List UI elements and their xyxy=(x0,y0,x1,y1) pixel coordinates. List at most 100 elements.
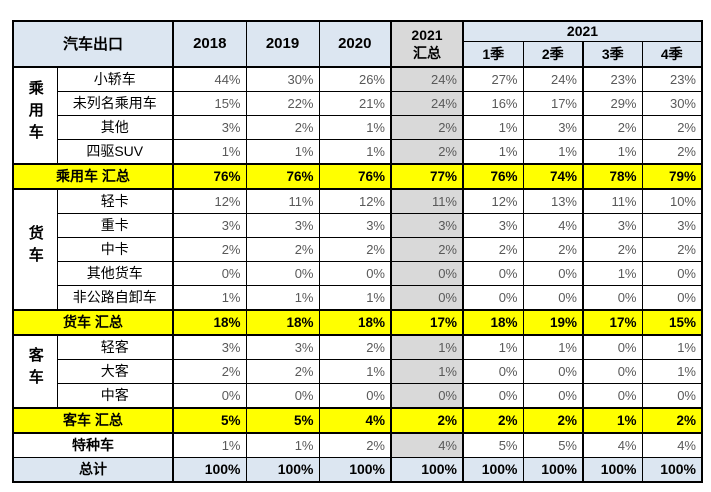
value-cell: 30% xyxy=(245,66,320,92)
value-cell: 2% xyxy=(245,114,320,140)
row-label: 其他 xyxy=(56,114,174,140)
value-cell: 3% xyxy=(390,212,464,238)
value-cell: 0% xyxy=(522,358,584,384)
value-cell: 0% xyxy=(172,260,247,286)
table-row: 其他货车 0% 0% 0% 0% 0% 0% 1% 0% xyxy=(13,260,703,286)
col-group-2021: 2021 xyxy=(462,20,703,42)
col-header-2021-total: 2021 汇总 xyxy=(390,20,464,68)
value-cell: 76% xyxy=(462,162,524,190)
value-cell: 0% xyxy=(522,382,584,408)
value-cell: 2% xyxy=(318,236,392,262)
value-cell: 1% xyxy=(172,284,247,310)
table-body: 乘用车 小轿车 44% 30% 26% 24% 27% 24% 23% 23% 未列名乘用车 15% 2… xyxy=(12,66,703,482)
value-cell: 1% xyxy=(318,284,392,310)
value-cell: 2% xyxy=(245,358,320,384)
row-label: 非公路自卸车 xyxy=(56,284,174,310)
table-row: 大客 2% 2% 1% 1% 0% 0% 0% 1% xyxy=(13,358,703,384)
value-cell: 2% xyxy=(582,114,643,140)
row-label: 重卡 xyxy=(56,212,174,238)
value-cell: 2% xyxy=(522,236,584,262)
table-row: 四驱SUV 1% 1% 1% 2% 1% 1% 1% 2% xyxy=(13,138,703,164)
value-cell: 18% xyxy=(318,308,392,336)
value-cell: 2% xyxy=(390,138,464,164)
value-cell: 1% xyxy=(318,114,392,140)
value-cell: 3% xyxy=(522,114,584,140)
value-cell: 1% xyxy=(641,358,703,384)
value-cell: 3% xyxy=(462,212,524,238)
value-cell: 4% xyxy=(390,432,464,458)
value-cell: 1% xyxy=(245,432,320,458)
header-row-quarters: 1季 2季 3季 4季 xyxy=(13,40,703,68)
value-cell: 1% xyxy=(522,334,584,360)
group-label: 乘用车 xyxy=(26,79,44,146)
value-cell: 3% xyxy=(245,334,320,360)
value-cell: 12% xyxy=(462,188,524,214)
value-cell: 100% xyxy=(641,456,703,482)
value-cell: 5% xyxy=(172,406,247,434)
value-cell: 1% xyxy=(390,358,464,384)
value-cell: 2% xyxy=(582,236,643,262)
value-cell: 18% xyxy=(172,308,247,336)
value-cell: 3% xyxy=(172,212,247,238)
row-label: 中卡 xyxy=(56,236,174,262)
value-cell: 17% xyxy=(582,308,643,336)
value-cell: 4% xyxy=(582,432,643,458)
row-label: 乘用车 汇总 xyxy=(12,162,174,190)
value-cell: 2% xyxy=(172,236,247,262)
value-cell: 1% xyxy=(318,358,392,384)
value-cell: 3% xyxy=(318,212,392,238)
value-cell: 2% xyxy=(390,114,464,140)
value-cell: 1% xyxy=(245,138,320,164)
value-cell: 10% xyxy=(641,188,703,214)
total-row: 总计 100% 100% 100% 100% 100% 100% 100% 100% xyxy=(12,456,703,482)
summary-row: 客车 汇总 5% 5% 4% 2% 2% 2% 1% 2% xyxy=(12,406,703,434)
value-cell: 0% xyxy=(522,260,584,286)
value-cell: 19% xyxy=(522,308,584,336)
value-cell: 16% xyxy=(462,90,524,116)
value-cell: 2% xyxy=(390,236,464,262)
value-cell: 18% xyxy=(462,308,524,336)
value-cell: 2% xyxy=(522,406,584,434)
row-label: 总计 xyxy=(12,456,174,482)
row-label: 客车 汇总 xyxy=(12,406,174,434)
value-cell: 3% xyxy=(172,114,247,140)
value-cell: 17% xyxy=(522,90,584,116)
value-cell: 100% xyxy=(522,456,584,482)
value-cell: 30% xyxy=(641,90,703,116)
value-cell: 2% xyxy=(641,236,703,262)
value-cell: 0% xyxy=(172,382,247,408)
value-cell: 1% xyxy=(462,114,524,140)
value-cell: 3% xyxy=(582,212,643,238)
value-cell: 23% xyxy=(641,66,703,92)
value-cell: 0% xyxy=(582,358,643,384)
value-cell: 15% xyxy=(641,308,703,336)
value-cell: 1% xyxy=(582,260,643,286)
value-cell: 2% xyxy=(462,236,524,262)
value-cell: 100% xyxy=(390,456,464,482)
value-cell: 0% xyxy=(462,358,524,384)
row-label: 未列名乘用车 xyxy=(56,90,174,116)
value-cell: 2% xyxy=(390,406,464,434)
value-cell: 13% xyxy=(522,188,584,214)
value-cell: 3% xyxy=(172,334,247,360)
row-label: 大客 xyxy=(56,358,174,384)
value-cell: 0% xyxy=(641,382,703,408)
value-cell: 18% xyxy=(245,308,320,336)
value-cell: 0% xyxy=(390,382,464,408)
summary-row: 乘用车 汇总 76% 76% 76% 77% 76% 74% 78% 79% xyxy=(12,162,703,190)
value-cell: 0% xyxy=(390,284,464,310)
value-cell: 2% xyxy=(462,406,524,434)
value-cell: 1% xyxy=(172,138,247,164)
summary-header-line2: 汇总 xyxy=(413,44,441,61)
table-row: 货车 轻卡 12% 11% 12% 11% 12% 13% 11% 10% xyxy=(12,188,703,310)
group-label-cell: 货车 xyxy=(12,188,58,310)
value-cell: 77% xyxy=(390,162,464,190)
group-label-cell: 客车 xyxy=(12,334,58,408)
value-cell: 100% xyxy=(172,456,247,482)
row-label: 轻客 xyxy=(56,334,174,360)
value-cell: 44% xyxy=(172,66,247,92)
value-cell: 1% xyxy=(522,138,584,164)
value-cell: 5% xyxy=(462,432,524,458)
value-cell: 0% xyxy=(318,382,392,408)
value-cell: 1% xyxy=(462,334,524,360)
